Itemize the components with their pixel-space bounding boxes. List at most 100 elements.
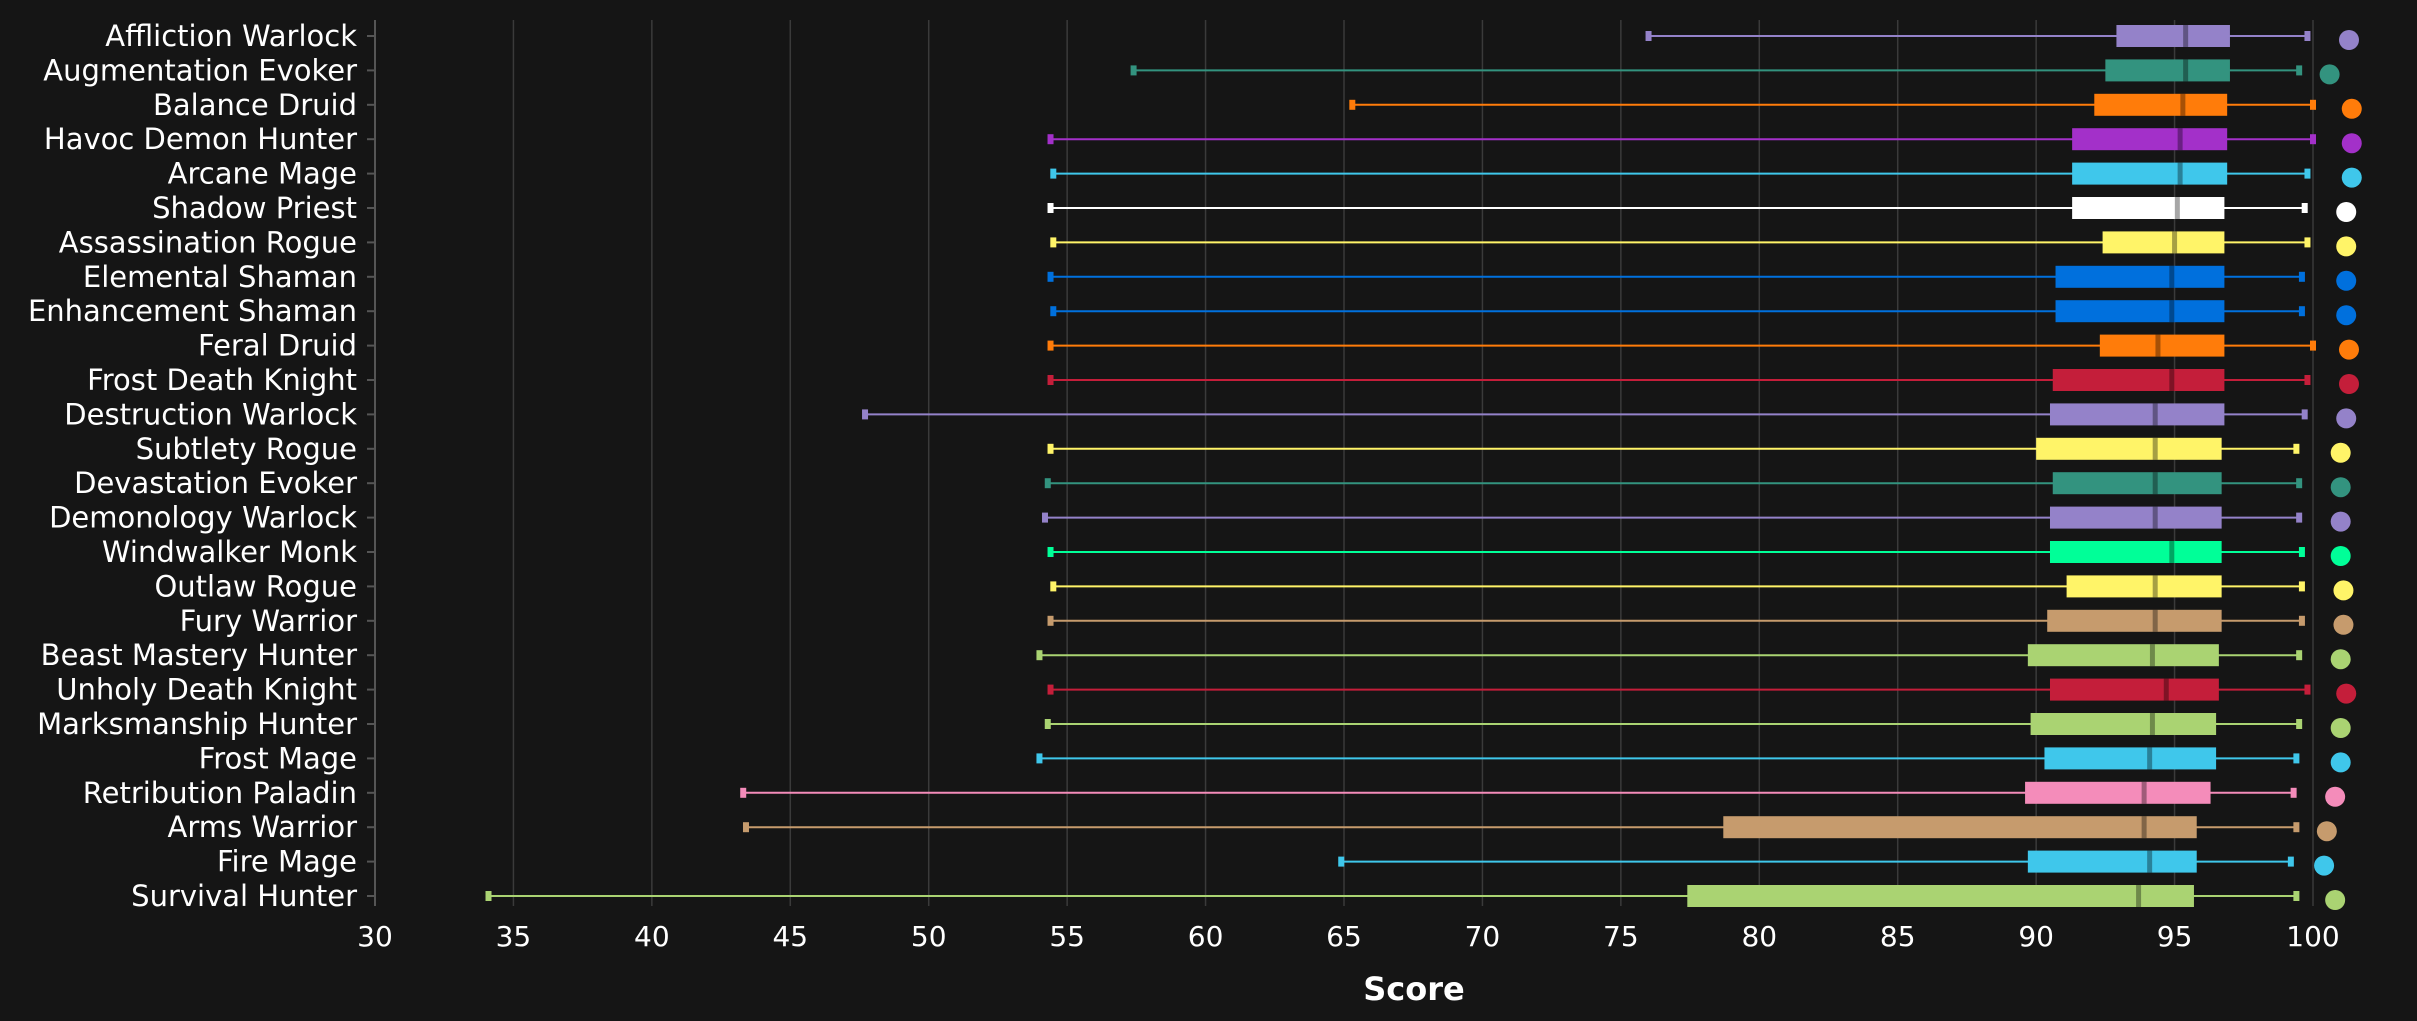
category-label: Assassination Rogue xyxy=(59,225,357,259)
median-marker xyxy=(2149,713,2155,735)
category-label: Fire Mage xyxy=(217,845,357,879)
iqr-box xyxy=(2055,300,2225,323)
score-dot xyxy=(2341,133,2362,154)
category-label: Beast Mastery Hunter xyxy=(41,638,357,672)
score-dot xyxy=(2330,649,2351,670)
median-marker xyxy=(2169,541,2175,563)
whisker-min-cap xyxy=(1047,134,1054,145)
series-row xyxy=(1349,93,2362,119)
score-dot xyxy=(2338,30,2359,50)
series-row xyxy=(485,885,2346,910)
whisker-min-cap xyxy=(1047,271,1054,282)
category-label: Fury Warrior xyxy=(180,604,358,638)
iqr-box xyxy=(2049,506,2222,529)
series-row xyxy=(1047,678,2357,704)
whisker-max-cap xyxy=(2310,340,2316,351)
whisker-max-cap xyxy=(2301,409,2308,420)
series-row xyxy=(1036,644,2351,670)
whisker-min-cap xyxy=(1044,478,1051,489)
category-label: Feral Druid xyxy=(198,329,357,363)
series-marks xyxy=(485,25,2362,910)
category-label: Devastation Evoker xyxy=(74,466,357,500)
whisker-max-cap xyxy=(2304,237,2311,248)
series-row xyxy=(740,781,2346,807)
category-label: Frost Death Knight xyxy=(87,363,357,397)
score-dot xyxy=(2338,374,2359,394)
score-dot xyxy=(2336,305,2357,326)
x-tick-label: 30 xyxy=(357,920,393,953)
whisker-max-cap xyxy=(2304,684,2311,695)
series-row xyxy=(1047,334,2359,360)
median-marker xyxy=(2141,781,2147,804)
median-marker xyxy=(2177,128,2183,151)
iqr-box xyxy=(2052,369,2225,391)
whisker-min-cap xyxy=(1036,753,1043,764)
category-label: Retribution Paladin xyxy=(83,776,357,810)
whisker-min-cap xyxy=(740,787,747,798)
score-dot xyxy=(2325,786,2346,807)
whisker-max-cap xyxy=(2301,203,2308,213)
whisker-min-cap xyxy=(862,409,869,420)
score-dot xyxy=(2330,511,2351,532)
series-row xyxy=(1044,472,2351,498)
category-label: Subtlety Rogue xyxy=(136,432,357,466)
whisker-min-cap xyxy=(485,891,492,901)
median-marker xyxy=(2174,197,2180,219)
series-row xyxy=(1047,197,2357,222)
whisker-max-cap xyxy=(2293,753,2300,764)
series-row xyxy=(1047,609,2354,635)
score-dot xyxy=(2325,890,2346,910)
whisker-min-cap xyxy=(1047,375,1054,385)
median-marker xyxy=(2147,850,2153,873)
whisker-max-cap xyxy=(2304,168,2311,179)
category-label: Marksmanship Hunter xyxy=(37,707,357,741)
whisker-min-cap xyxy=(1047,615,1054,626)
x-tick-label: 95 xyxy=(2157,920,2193,953)
series-row xyxy=(1047,369,2359,394)
score-dot xyxy=(2341,98,2362,119)
category-label: Arcane Mage xyxy=(168,157,357,191)
iqr-box xyxy=(2072,128,2228,151)
score-dot xyxy=(2330,546,2351,566)
whisker-max-cap xyxy=(2293,891,2300,901)
whisker-min-cap xyxy=(1050,237,1057,248)
series-row xyxy=(1050,162,2362,188)
whisker-max-cap xyxy=(2298,306,2305,317)
whisker-max-cap xyxy=(2304,375,2311,385)
x-tick-label: 55 xyxy=(1049,920,1085,953)
score-dot xyxy=(2336,202,2357,222)
axes xyxy=(367,20,376,906)
score-dot xyxy=(2319,64,2340,85)
category-label: Enhancement Shaman xyxy=(28,294,357,328)
category-label: Unholy Death Knight xyxy=(56,673,357,707)
category-label: Elemental Shaman xyxy=(83,260,357,294)
whisker-max-cap xyxy=(2290,787,2297,798)
whisker-max-cap xyxy=(2298,615,2305,626)
x-tick-label: 65 xyxy=(1326,920,1362,953)
category-label: Demonology Warlock xyxy=(49,501,357,535)
series-row xyxy=(742,816,2337,842)
iqr-box xyxy=(2072,197,2225,219)
whisker-min-cap xyxy=(1050,168,1057,179)
iqr-box xyxy=(2055,265,2225,288)
whisker-min-cap xyxy=(1349,99,1356,110)
iqr-box xyxy=(2047,609,2222,632)
series-row xyxy=(1338,850,2335,876)
median-marker xyxy=(2169,265,2175,288)
whisker-max-cap xyxy=(2296,650,2303,661)
whisker-min-cap xyxy=(1041,512,1048,523)
whisker-max-cap xyxy=(2298,581,2305,592)
whisker-max-cap xyxy=(2293,822,2300,833)
whisker-max-cap xyxy=(2293,443,2300,454)
score-dot xyxy=(2330,718,2351,738)
iqr-box xyxy=(2036,437,2222,460)
iqr-box xyxy=(2116,25,2230,47)
whisker-min-cap xyxy=(1050,306,1057,317)
median-marker xyxy=(2155,334,2161,357)
iqr-box xyxy=(2027,644,2219,667)
score-dot xyxy=(2330,752,2351,773)
series-row xyxy=(1047,541,2351,566)
x-tick-label: 35 xyxy=(496,920,532,953)
